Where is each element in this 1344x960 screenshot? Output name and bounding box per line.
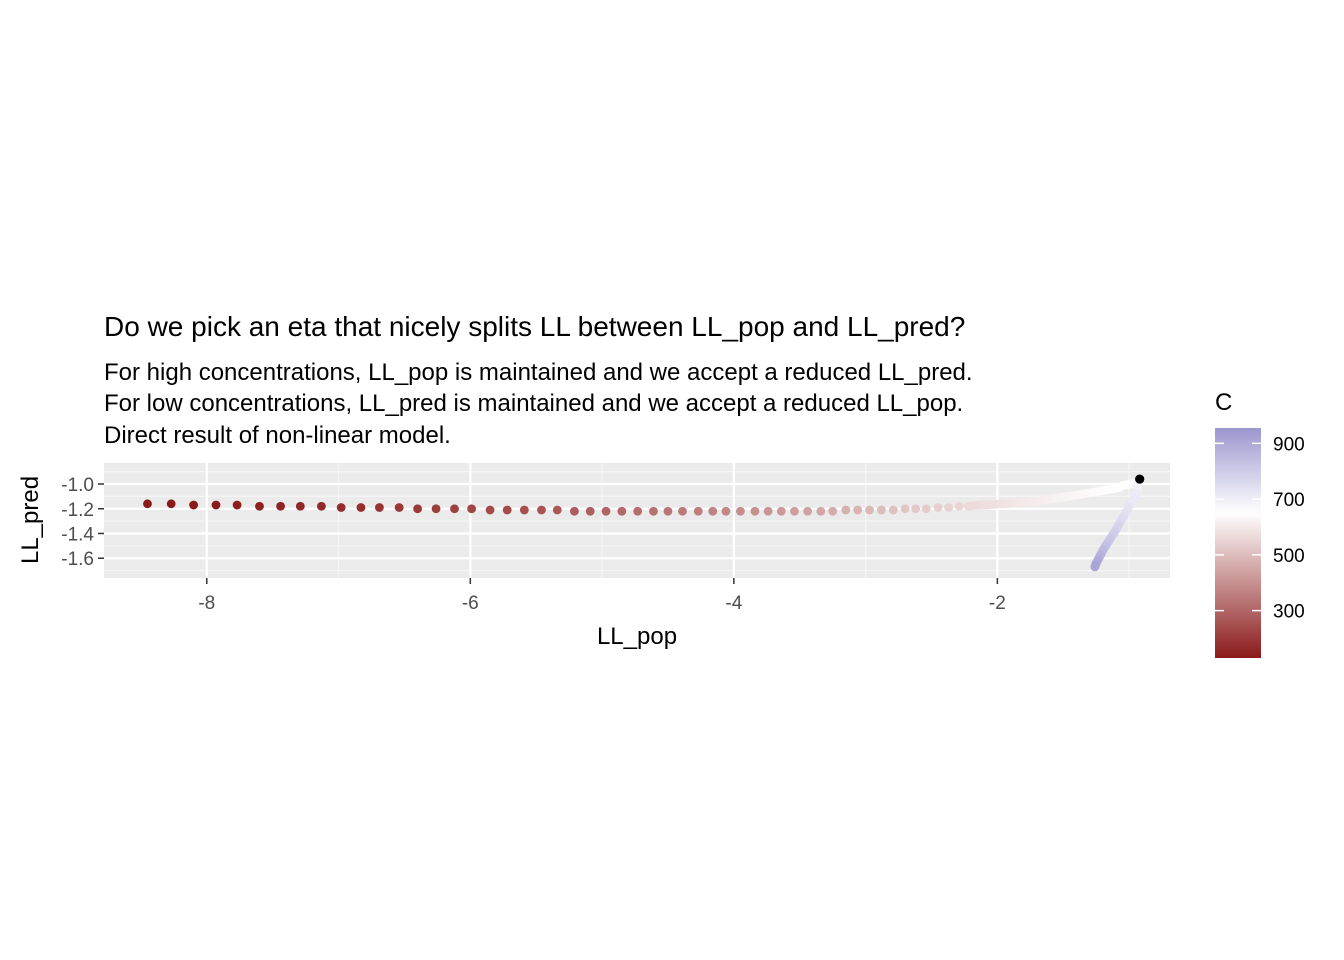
data-point: [921, 504, 931, 514]
data-point: [708, 506, 718, 516]
colorbar-ticks: 300 500 700 900: [1215, 434, 1305, 623]
data-point: [143, 499, 152, 509]
y-tick-label: -1.4: [61, 524, 94, 545]
data-point: [502, 505, 512, 515]
data-point: [736, 506, 745, 516]
data-point: [790, 506, 799, 516]
data-point: [633, 506, 643, 516]
data-point: [431, 504, 441, 514]
data-point: [933, 503, 943, 512]
x-axis-ticks: -8 -6 -4 -2: [198, 578, 1006, 614]
data-point: [450, 504, 459, 514]
colorbar: [1215, 428, 1261, 658]
data-point: [413, 504, 423, 514]
data-point: [189, 500, 199, 510]
data-point: [485, 505, 495, 515]
data-point: [693, 506, 703, 516]
data-point: [763, 506, 773, 516]
data-point: [877, 505, 886, 515]
x-tick-label: -8: [198, 593, 215, 614]
y-tick-label: -1.6: [61, 549, 94, 570]
data-point: [663, 506, 673, 516]
highlight-point: [1135, 474, 1145, 484]
data-point: [617, 506, 627, 516]
x-tick-label: -4: [725, 593, 742, 614]
data-point: [394, 503, 404, 512]
colorbar-label: 700: [1273, 490, 1305, 511]
data-point: [232, 500, 242, 510]
y-tick-label: -1.0: [61, 475, 94, 496]
chart-subtitle-line-1: For high concentrations, LL_pop is maint…: [104, 359, 973, 386]
data-point: [828, 506, 838, 516]
data-point: [552, 505, 562, 515]
data-point: [841, 505, 851, 515]
data-point: [570, 506, 579, 516]
x-axis-title: LL_pop: [597, 623, 677, 650]
data-point: [649, 506, 658, 516]
data-point: [356, 503, 366, 512]
y-axis-ticks: -1.0 -1.2 -1.4 -1.6: [61, 475, 104, 570]
y-tick-label: -1.2: [61, 500, 94, 521]
chart-subtitle-line-2: For low concentrations, LL_pred is maint…: [104, 390, 963, 417]
data-point: [865, 505, 874, 515]
data-point: [519, 505, 529, 515]
legend-title: C: [1215, 389, 1232, 416]
data-point: [888, 505, 898, 515]
data-point: [803, 506, 813, 516]
chart-title: Do we pick an eta that nicely splits LL …: [104, 311, 965, 342]
data-point: [944, 503, 954, 512]
data-point: [276, 501, 285, 511]
data-point: [954, 501, 964, 511]
major-gridlines: [104, 463, 1170, 578]
data-points: [143, 474, 1145, 572]
data-point: [317, 501, 326, 511]
chart-subtitle-line-3: Direct result of non-linear model.: [104, 422, 451, 449]
data-point: [601, 506, 611, 516]
data-point: [750, 506, 760, 516]
data-point: [776, 506, 786, 516]
colorbar-label: 900: [1273, 434, 1305, 455]
plot-panel: [104, 463, 1170, 578]
data-point: [816, 506, 826, 516]
data-point: [678, 506, 687, 516]
data-point: [911, 504, 921, 514]
data-point: [853, 505, 863, 515]
data-point: [295, 501, 305, 511]
colorbar-label: 300: [1273, 602, 1305, 623]
minor-gridlines: [104, 463, 1170, 578]
data-point: [166, 499, 176, 509]
x-tick-label: -6: [462, 593, 479, 614]
data-point: [721, 506, 731, 516]
data-point: [1090, 561, 1100, 571]
colorbar-label: 500: [1273, 546, 1305, 567]
data-point: [255, 501, 264, 511]
data-point: [467, 504, 477, 514]
color-legend: C 300 500 700 900: [1215, 389, 1305, 658]
data-point: [537, 505, 546, 515]
data-point: [585, 506, 595, 516]
data-point: [211, 500, 221, 510]
data-point: [374, 503, 384, 512]
y-axis-title: LL_pred: [17, 476, 44, 564]
data-point: [900, 504, 910, 514]
data-point: [336, 503, 346, 512]
x-tick-label: -2: [989, 593, 1006, 614]
